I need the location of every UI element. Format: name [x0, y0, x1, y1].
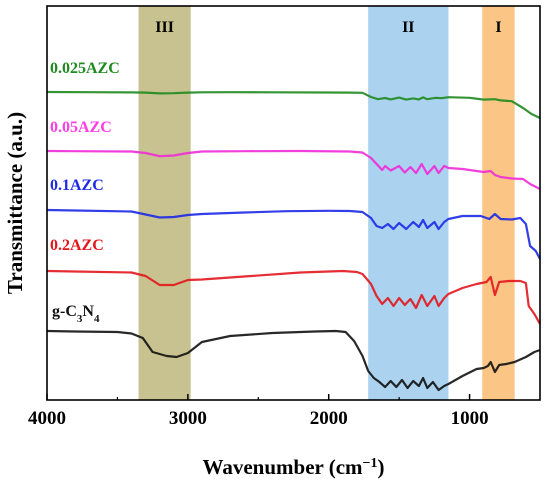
series-label-part: N	[82, 303, 94, 320]
x-axis-title: Wavenumber (cm−1)	[203, 455, 385, 479]
x-axis-title-main: Wavenumber (cm	[203, 455, 364, 479]
band-label-3: I	[495, 19, 501, 36]
x-tick-label-1000: 1000	[451, 408, 489, 429]
band-layer: III II I	[138, 6, 515, 400]
series-labels: 0.025AZC 0.05AZC 0.1AZC 0.2AZC g-C3N4	[50, 60, 120, 325]
plot-frame	[46, 5, 541, 401]
series-label-part: g-C	[52, 303, 77, 320]
x-tick-label-4000: 4000	[28, 408, 66, 429]
series-label-part: 3	[77, 313, 83, 325]
y-axis-title: Transmittance (a.u.)	[3, 112, 27, 294]
series-label-2: 0.05AZC	[50, 119, 112, 136]
series-label-4: 0.2AZC	[50, 237, 104, 254]
band-1	[138, 6, 191, 400]
band-2	[368, 6, 449, 400]
series-label-5: g-C3N4	[52, 303, 100, 325]
series-label-part: 4	[94, 313, 100, 325]
series-label-1: 0.025AZC	[50, 60, 120, 77]
series-line-1	[46, 90, 541, 119]
x-tick-label-2000: 2000	[310, 408, 348, 429]
series-line-4	[46, 269, 541, 325]
x-tick-label-3000: 3000	[169, 408, 207, 429]
series-layer	[46, 90, 541, 392]
series-line-2	[46, 149, 541, 190]
band-3	[482, 6, 515, 400]
series-line-3	[46, 208, 541, 260]
series-label-3: 0.1AZC	[50, 177, 104, 194]
series-line-5	[46, 329, 541, 392]
band-label-1: III	[155, 19, 174, 36]
x-axis-ticks: 4000 3000 2000 1000	[28, 394, 489, 429]
x-axis-title-superscript: −1	[363, 456, 378, 471]
band-label-2: II	[402, 19, 414, 36]
x-axis-title-tail: )	[378, 455, 385, 479]
